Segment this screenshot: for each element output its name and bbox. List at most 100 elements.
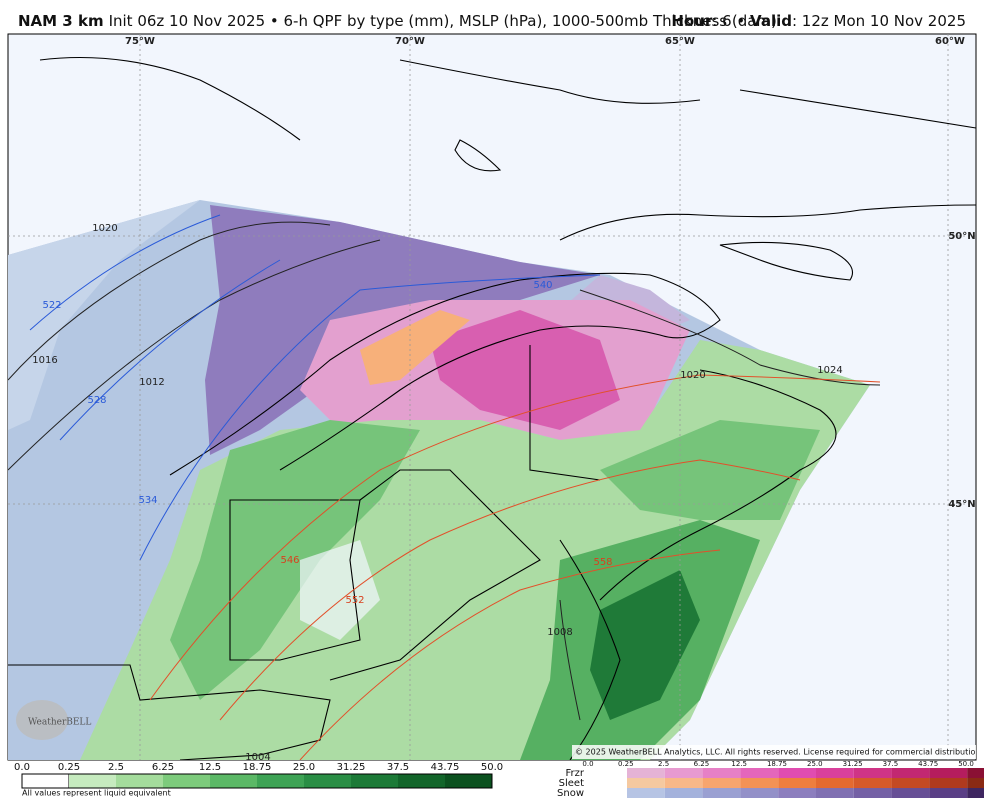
type-swatch bbox=[778, 778, 816, 788]
rain-tick-label: 25.0 bbox=[293, 762, 315, 773]
rain-tick-label: 18.75 bbox=[243, 762, 272, 773]
type-swatch bbox=[664, 778, 703, 788]
rain-tick-label: 43.75 bbox=[431, 762, 460, 773]
type-swatch bbox=[664, 768, 703, 778]
type-swatch bbox=[816, 788, 854, 798]
rain-swatch bbox=[210, 774, 257, 788]
type-swatch bbox=[967, 788, 984, 798]
type-swatch bbox=[929, 768, 968, 778]
thickness-label: 552 bbox=[345, 595, 364, 606]
coastline bbox=[169, 272, 721, 476]
type-tick-label: 0.0 bbox=[582, 760, 593, 768]
valid-label: Valid bbox=[750, 12, 792, 30]
type-swatch bbox=[778, 788, 816, 798]
type-tick-label: 6.25 bbox=[694, 760, 710, 768]
rain-tick-label: 0.0 bbox=[14, 762, 30, 773]
rain-swatch bbox=[257, 774, 304, 788]
type-swatch bbox=[816, 778, 854, 788]
isobar bbox=[8, 221, 331, 381]
latitude-label: 50°N bbox=[948, 231, 975, 242]
rain-swatch bbox=[21, 773, 70, 789]
coastline bbox=[39, 56, 976, 172]
coastline bbox=[559, 539, 621, 760]
type-tick-label: 31.25 bbox=[843, 760, 863, 768]
type-swatch bbox=[967, 768, 984, 778]
valid-text: : 12z Mon 10 Nov 2025 bbox=[792, 12, 966, 30]
isobar-label: 1020 bbox=[680, 370, 705, 381]
legend: All values represent liquid equivalent 0… bbox=[14, 760, 984, 799]
rain-very-heavy bbox=[590, 570, 700, 720]
hour-label: Hour bbox=[671, 12, 713, 30]
type-swatch bbox=[891, 768, 930, 778]
state-border bbox=[329, 469, 541, 681]
sleet bbox=[360, 310, 470, 385]
logo-mark bbox=[16, 700, 68, 740]
thickness-line bbox=[59, 259, 281, 441]
copyright: © 2025 WeatherBELL Analytics, LLC. All r… bbox=[575, 748, 983, 757]
isobar-label: 1008 bbox=[547, 627, 572, 638]
type-swatch bbox=[778, 768, 816, 778]
rain-bar-frame bbox=[21, 773, 493, 789]
hour-text: : 6 • bbox=[712, 12, 750, 30]
thickness-label: 522 bbox=[42, 300, 61, 311]
type-swatch bbox=[740, 778, 779, 788]
type-swatch bbox=[853, 788, 892, 798]
thickness-label: 546 bbox=[280, 555, 299, 566]
rain-tick-label: 50.0 bbox=[481, 762, 503, 773]
rain-tick-label: 37.5 bbox=[387, 762, 409, 773]
island bbox=[719, 241, 854, 281]
isobar bbox=[8, 239, 381, 471]
thickness-label: 558 bbox=[593, 557, 612, 568]
rain-moderate bbox=[600, 420, 820, 520]
valid-time: Hour: 6 • Valid: 12z Mon 10 Nov 2025 bbox=[671, 12, 966, 30]
thickness-line bbox=[149, 374, 881, 701]
type-swatch bbox=[664, 788, 703, 798]
type-label: Sleet bbox=[559, 778, 584, 789]
isobar-label: 1020 bbox=[92, 223, 117, 234]
thickness-line bbox=[139, 274, 601, 561]
isobar-label: 1016 bbox=[32, 355, 57, 366]
thickness-label: 534 bbox=[138, 495, 157, 506]
type-swatch bbox=[891, 778, 930, 788]
type-swatch bbox=[929, 778, 968, 788]
rain-tick-label: 2.5 bbox=[108, 762, 124, 773]
model-name: NAM 3 km bbox=[18, 12, 104, 30]
type-tick-label: 0.25 bbox=[618, 760, 634, 768]
copyright-bg bbox=[572, 745, 976, 759]
snow-light bbox=[8, 200, 200, 430]
border bbox=[529, 345, 601, 481]
logo: WeatherBELL bbox=[28, 718, 91, 728]
description: Init 06z 10 Nov 2025 • 6-h QPF by type (… bbox=[109, 12, 777, 30]
rain-tick-label: 31.25 bbox=[337, 762, 366, 773]
type-tick-label: 12.5 bbox=[731, 760, 747, 768]
type-swatch bbox=[627, 788, 665, 798]
longitude-label: 65°W bbox=[665, 36, 695, 47]
rain-swatch bbox=[351, 774, 398, 788]
rain-swatch bbox=[445, 774, 492, 788]
type-tick-label: 50.0 bbox=[958, 760, 974, 768]
type-swatch bbox=[702, 778, 741, 788]
latitude-label: 45°N bbox=[948, 499, 975, 510]
header: NAM 3 km Init 06z 10 Nov 2025 • 6-h QPF b… bbox=[18, 12, 777, 30]
type-label: Frzr bbox=[566, 768, 585, 779]
thickness-line bbox=[299, 549, 721, 760]
rain-swatch bbox=[304, 774, 351, 788]
type-swatch bbox=[702, 788, 741, 798]
rain-swatch bbox=[163, 774, 210, 788]
thickness-line bbox=[29, 214, 221, 331]
dry-patch bbox=[300, 540, 380, 640]
rain-tick-label: 6.25 bbox=[152, 762, 174, 773]
type-swatch bbox=[853, 778, 892, 788]
thickness-label: 540 bbox=[533, 280, 552, 291]
rain-swatch bbox=[398, 774, 445, 788]
type-label: Snow bbox=[557, 788, 584, 799]
coastline bbox=[559, 204, 976, 241]
rain-swatch bbox=[116, 774, 163, 788]
type-tick-label: 43.75 bbox=[918, 760, 938, 768]
rain-moderate bbox=[170, 420, 420, 700]
map: WeatherBELL © 2025 WeatherBELL Analytics… bbox=[7, 33, 983, 761]
type-swatch bbox=[627, 768, 665, 778]
type-tick-label: 2.5 bbox=[658, 760, 669, 768]
rain-swatch bbox=[69, 774, 116, 788]
